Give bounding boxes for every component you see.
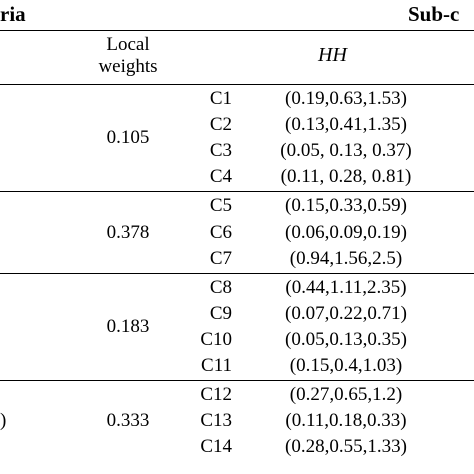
hh-fuzzy-value: (0.05, 0.13, 0.37) <box>280 140 412 162</box>
hh-fuzzy-value: (0.11, 0.28, 0.81) <box>280 166 412 188</box>
top-rule <box>0 30 474 31</box>
hh-fuzzy-value: (0.13,0.41,1.35) <box>285 114 407 136</box>
header-rule <box>0 84 474 85</box>
subcriterion-code: C3 <box>209 140 232 162</box>
subcriterion-code: C8 <box>209 276 232 298</box>
local-weight-value: 0.378 <box>106 221 150 243</box>
subcriterion-code: C12 <box>200 384 232 406</box>
group-rule <box>0 272 474 274</box>
group-rule <box>0 191 474 193</box>
local-weight-value: 0.183 <box>106 315 150 337</box>
subcriterion-code: C1 <box>209 88 232 109</box>
subcriterion-code: C9 <box>209 302 232 324</box>
hh-fuzzy-value: (0.05,0.13,0.35) <box>285 328 407 350</box>
subcriterion-code: C10 <box>200 328 232 350</box>
hh-fuzzy-value: (0.15,0.4,1.03) <box>289 355 403 376</box>
subcriterion-code: C14 <box>200 436 232 458</box>
hh-fuzzy-value: (0.44,1.11,2.35) <box>285 276 407 298</box>
subcriterion-code: C2 <box>209 114 232 136</box>
criterion-name-fragment: ) <box>0 410 7 432</box>
hh-fuzzy-value: (0.07,0.22,0.71) <box>285 302 407 324</box>
hh-fuzzy-value: (0.06,0.09,0.19) <box>285 221 407 243</box>
group-rule <box>0 380 474 382</box>
criteria-header: ria <box>0 2 26 26</box>
hh-header: HH <box>318 44 347 66</box>
subcriteria-header: Sub-c <box>408 2 460 26</box>
subcriterion-code: C4 <box>209 166 232 188</box>
hh-fuzzy-value: (0.19,0.63,1.53) <box>285 88 407 109</box>
subcriterion-code: C11 <box>201 355 232 376</box>
hh-fuzzy-value: (0.15,0.33,0.59) <box>285 195 407 217</box>
hh-fuzzy-value: (0.11,0.18,0.33) <box>285 410 407 432</box>
hh-fuzzy-value: (0.28,0.55,1.33) <box>285 436 407 458</box>
subcriterion-code: C5 <box>209 195 232 217</box>
local-weights-header: Local weights <box>98 34 158 77</box>
local-weight-value: 0.105 <box>106 127 150 149</box>
hh-fuzzy-value: (0.27,0.65,1.2) <box>289 384 403 406</box>
subcriterion-code: C7 <box>209 247 232 269</box>
hh-fuzzy-value: (0.94,1.56,2.5) <box>289 247 403 269</box>
local-weight-value: 0.333 <box>106 410 150 432</box>
subcriterion-code: C6 <box>209 221 232 243</box>
subcriterion-code: C13 <box>200 410 232 432</box>
